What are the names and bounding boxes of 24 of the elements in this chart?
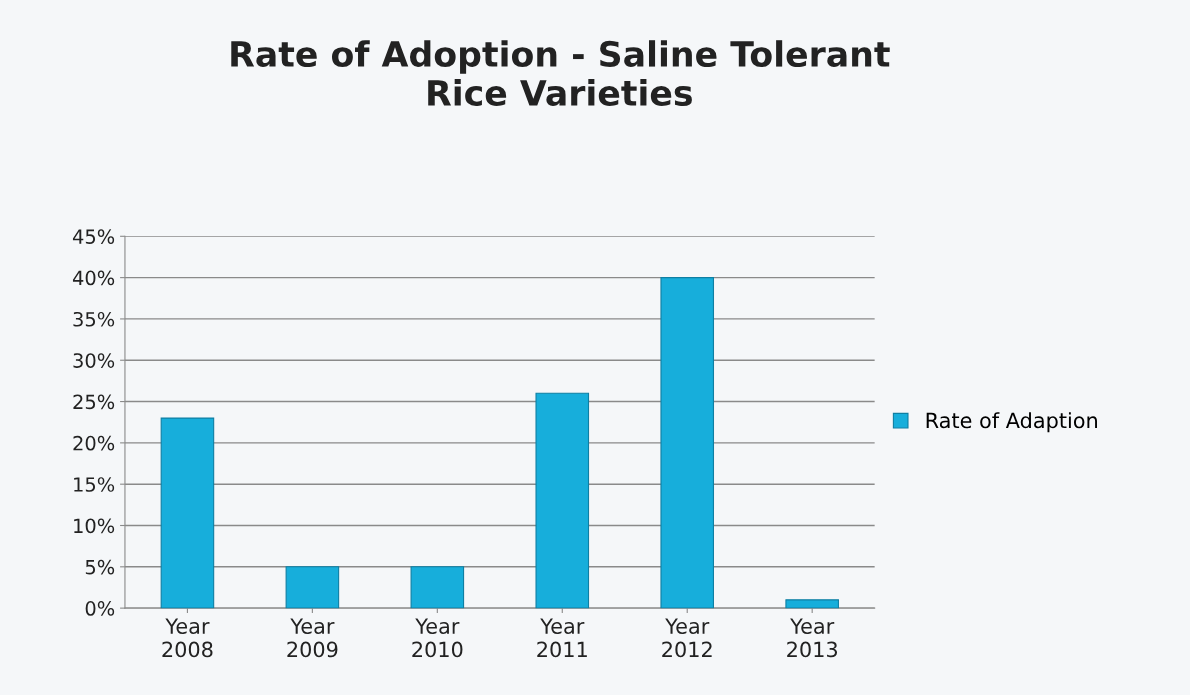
legend-label: Rate of Adaption — [926, 412, 1097, 433]
x-tick-label: Year 2012 — [662, 618, 712, 658]
bar — [785, 599, 839, 609]
x-tick-label: Year 2013 — [787, 618, 838, 658]
y-tick-label: 30% — [73, 353, 115, 368]
x-tick-label: Year 2011 — [537, 618, 587, 658]
y-tick-label: 35% — [73, 311, 115, 327]
bar — [660, 277, 715, 609]
y-tick-label: 20% — [73, 435, 115, 451]
y-tick-label: 25% — [73, 394, 115, 410]
y-tick-label: 40% — [72, 270, 115, 286]
x-tick-label: Year 2009 — [287, 618, 338, 658]
y-tick-label: 15% — [74, 477, 115, 492]
chart-title: Rate of Adoption - Saline Tolerant Rice Varieties — [231, 40, 890, 106]
bar — [285, 566, 340, 609]
y-tick-label: 0% — [85, 601, 115, 616]
x-tick-label: Year 2008 — [162, 618, 213, 658]
y-tick-label: 45% — [72, 229, 115, 244]
bar — [535, 392, 590, 609]
y-tick-label: 5% — [85, 559, 115, 575]
y-tick-label: 10% — [74, 518, 115, 534]
bar — [160, 417, 215, 609]
bar — [410, 566, 465, 609]
x-tick-label: Year 2010 — [412, 618, 463, 658]
